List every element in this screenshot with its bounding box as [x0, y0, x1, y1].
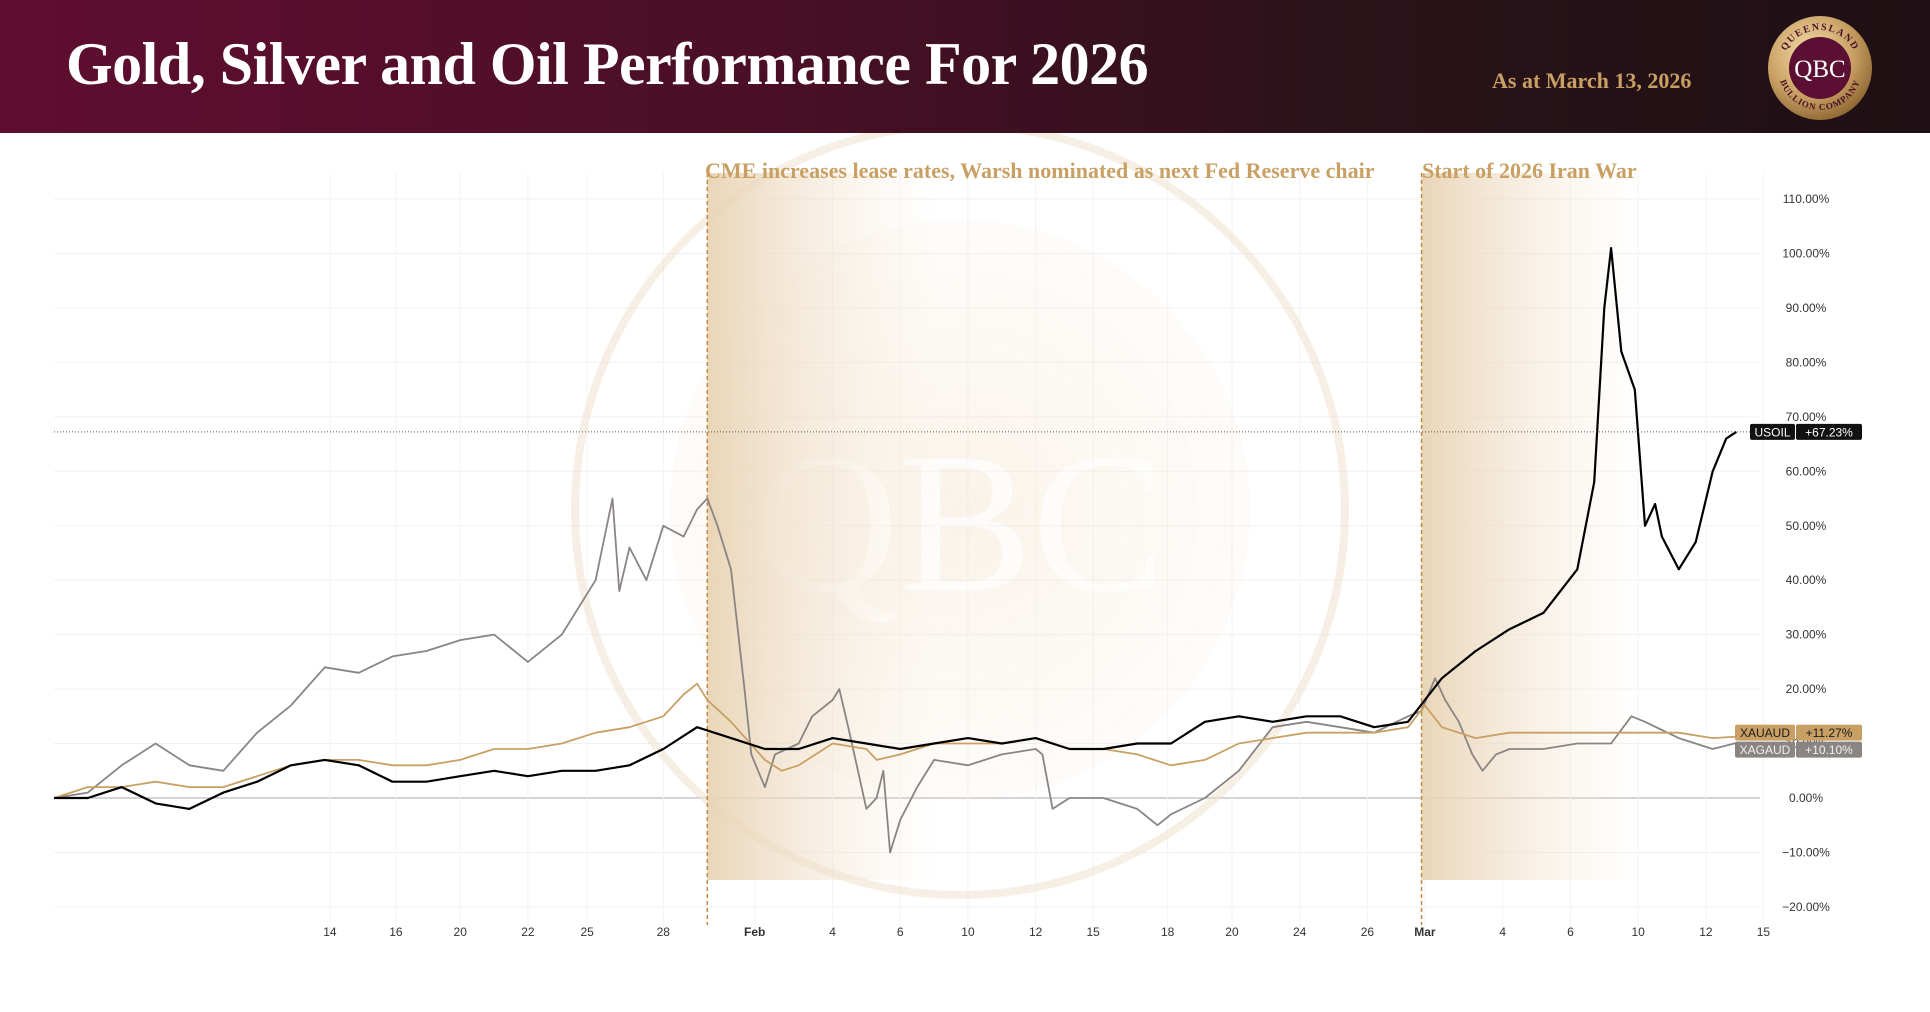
y-tick-label: 30.00% [1786, 628, 1827, 642]
x-tick-label: 10 [1632, 925, 1646, 939]
series-value-label: +11.27% [1806, 726, 1853, 740]
y-tick-label: −10.00% [1782, 845, 1830, 859]
y-tick-label: 90.00% [1786, 301, 1827, 315]
y-tick-label: −20.00% [1782, 900, 1830, 914]
y-tick-label: 80.00% [1786, 355, 1827, 369]
header-banner: Gold, Silver and Oil Performance For 202… [0, 0, 1930, 133]
x-tick-label: 14 [323, 925, 337, 939]
series-value-label: +67.23% [1805, 425, 1853, 439]
x-tick-label: 26 [1361, 925, 1375, 939]
series-line-usoil [54, 247, 1737, 810]
annotation-band [1421, 173, 1642, 880]
y-tick-label: 110.00% [1783, 192, 1830, 206]
x-tick-label: 15 [1757, 925, 1771, 939]
series-name-label: XAUAUD [1740, 726, 1790, 740]
y-tick-label: 70.00% [1786, 410, 1827, 424]
x-tick-label: 18 [1161, 925, 1175, 939]
svg-text:QBC: QBC [1794, 56, 1845, 83]
x-tick-label: 4 [1499, 925, 1506, 939]
x-tick-label: 20 [454, 925, 468, 939]
annotation-cme-warsh: CME increases lease rates, Warsh nominat… [705, 158, 1375, 183]
series-line-xagaud [53, 497, 1737, 854]
x-tick-label: 24 [1293, 925, 1307, 939]
series-value-badge [1796, 741, 1862, 758]
series-name-badge [1735, 741, 1795, 758]
x-tick-label: 12 [1699, 925, 1713, 939]
series-name-label: USOIL [1754, 425, 1790, 439]
watermark-logo: QBC [571, 133, 1349, 899]
page-title: Gold, Silver and Oil Performance For 202… [66, 31, 1149, 97]
x-tick-label: 12 [1029, 925, 1043, 939]
performance-chart: −20.00%−10.00%0.00%10.00%20.00%30.00%40.… [53, 133, 1862, 939]
y-tick-label: 40.00% [1786, 573, 1827, 587]
x-tick-label: 4 [829, 925, 836, 939]
as-at-date: As at March 13, 2026 [1492, 68, 1692, 93]
x-tick-label: Mar [1414, 925, 1436, 939]
y-tick-label: 20.00% [1786, 682, 1827, 696]
x-tick-label: 20 [1225, 925, 1239, 939]
x-tick-label: 15 [1087, 925, 1101, 939]
annotation-band [707, 173, 938, 880]
series-name-badge [1750, 423, 1795, 440]
series-value-badge [1796, 724, 1862, 741]
x-tick-label: 25 [580, 925, 594, 939]
series-name-label: XAGAUD [1740, 743, 1791, 757]
x-tick-label: 22 [521, 925, 535, 939]
x-tick-label: 16 [389, 925, 403, 939]
x-tick-label: 10 [961, 925, 975, 939]
y-tick-label: 100.00% [1782, 247, 1830, 261]
watermark-ring [571, 133, 1349, 899]
qbc-logo: QUEENSLAND BULLION COMPANY QBC [1768, 16, 1872, 120]
x-tick-label: 6 [1567, 925, 1574, 939]
y-tick-label: 0.00% [1789, 791, 1823, 805]
y-tick-label: 60.00% [1786, 464, 1827, 478]
series-name-badge [1735, 724, 1795, 741]
y-tick-label: 50.00% [1786, 519, 1827, 533]
series-value-label: +10.10% [1805, 743, 1853, 757]
x-tick-label: 6 [897, 925, 904, 939]
series-line-xauaud [53, 682, 1737, 799]
series-value-badge [1796, 423, 1862, 440]
x-tick-label: 28 [657, 925, 671, 939]
x-tick-label: Feb [744, 925, 765, 939]
annotation-iran-war: Start of 2026 Iran War [1422, 158, 1637, 183]
